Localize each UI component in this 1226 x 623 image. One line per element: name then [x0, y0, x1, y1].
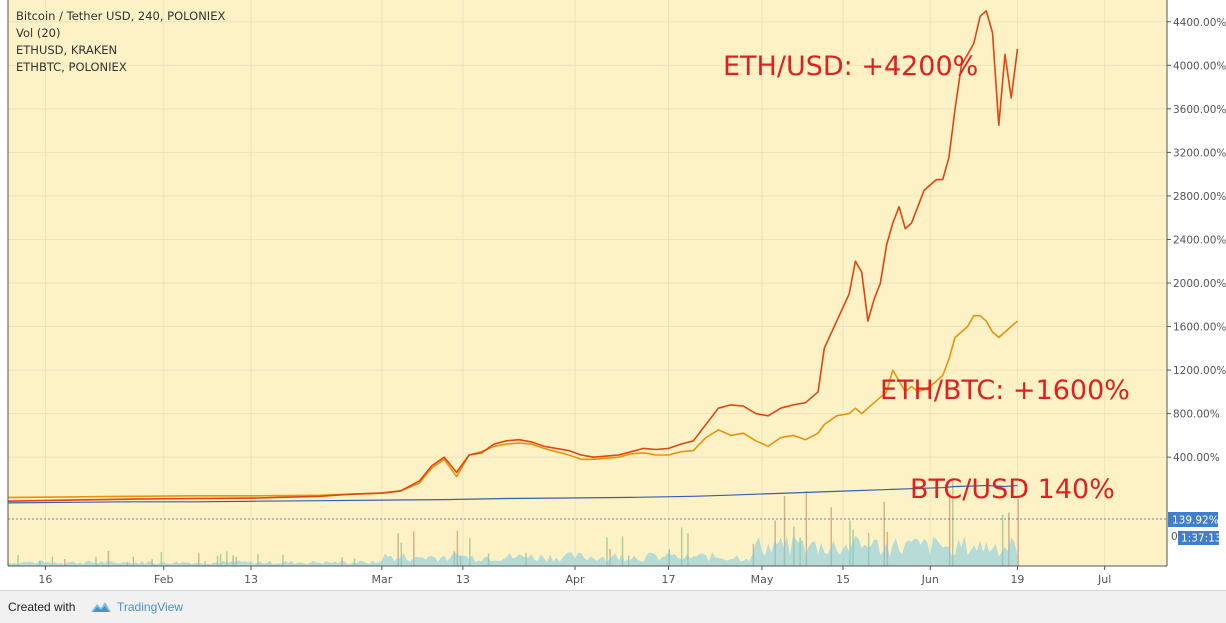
y-tick-label: 2400.00%: [1173, 234, 1226, 246]
volume-bar: [160, 551, 163, 566]
x-tick-label: Jun: [921, 573, 939, 586]
volume-bar: [413, 531, 415, 566]
y-axis-ticks: 400.00% 800.00% 1200.00% 1600.00% 2000.00% 24…: [1167, 17, 1226, 464]
volume-bar: [219, 554, 222, 566]
x-tick-label: 13: [456, 573, 470, 586]
volume-bar: [1001, 514, 1004, 566]
volume-bar: [948, 495, 951, 566]
volume-bar: [609, 548, 611, 566]
volume-bar: [257, 554, 259, 566]
y-tick-label: 4000.00%: [1173, 60, 1226, 72]
volume-bar: [830, 507, 833, 566]
y-tick-label: 1200.00%: [1173, 365, 1226, 377]
volume-bar: [783, 496, 786, 566]
volume-bar: [17, 554, 19, 566]
volume-bar: [282, 554, 284, 566]
price-badge: [1168, 512, 1218, 527]
volume-bar: [805, 490, 808, 566]
volume-bar: [397, 533, 399, 566]
volume-bar: [232, 555, 234, 566]
y-tick-label: 3200.00%: [1173, 147, 1226, 159]
volume-bar: [1008, 512, 1010, 566]
volume-bar: [107, 550, 110, 566]
timer-badge: [1178, 531, 1219, 545]
y-tick-label: 400.00%: [1173, 452, 1220, 464]
volume-bar: [226, 551, 228, 566]
volume-bar: [687, 533, 689, 566]
tradingview-cloud-icon[interactable]: [89, 600, 113, 619]
volume-bar: [606, 537, 608, 566]
volume-bar: [198, 553, 200, 566]
x-tick-label: Mar: [371, 573, 392, 586]
volume-histogram: [8, 479, 1019, 566]
x-tick-label: Feb: [154, 573, 173, 586]
legend-volume[interactable]: Vol (20): [16, 26, 61, 40]
volume-bar: [64, 559, 66, 566]
price-badge-label: 139.92%: [1172, 515, 1219, 527]
x-tick-label: 19: [1010, 573, 1024, 586]
x-tick-label: 17: [662, 573, 676, 586]
volume-bar: [132, 556, 135, 566]
grid-lines: [8, 0, 1167, 566]
zero-label: 0: [1171, 531, 1178, 543]
series-line-1: [7, 314, 1019, 499]
series-line-2: [7, 484, 1018, 504]
volume-bar: [216, 555, 219, 566]
x-tick-label: Apr: [566, 573, 586, 586]
series-lines: [7, 10, 1019, 504]
y-tick-label: 2000.00%: [1173, 278, 1226, 290]
volume-bar: [1017, 499, 1019, 566]
volume-bar: [849, 520, 851, 566]
x-tick-label: May: [751, 573, 774, 586]
volume-bar: [95, 556, 97, 566]
legend-ethusd[interactable]: ETHUSD, KRAKEN: [16, 43, 118, 57]
volume-bar: [469, 538, 471, 566]
btc-usd-annotation: BTC/USD 140%: [910, 474, 1115, 505]
y-tick-label: 2800.00%: [1173, 191, 1226, 203]
volume-bar: [204, 561, 206, 566]
chart-legend: Bitcoin / Tether USD, 240, POLONIEX Vol …: [16, 8, 225, 76]
volume-bar: [680, 527, 683, 566]
x-tick-label: 15: [836, 573, 850, 586]
y-tick-label: 3600.00%: [1173, 104, 1226, 116]
chart-frame: 400.00% 800.00% 1200.00% 1600.00% 2000.00% 24…: [0, 0, 1226, 590]
volume-bar: [456, 530, 459, 566]
x-tick-label: Jul: [1097, 573, 1111, 586]
series-line-0: [7, 10, 1019, 502]
volume-bar: [621, 536, 624, 566]
legend-ethbtc[interactable]: ETHBTC, POLONIEX: [16, 60, 127, 74]
x-axis-ticks: 16 Feb 13 Mar 13 Apr 17 May 15 Jun 19 Jul: [38, 566, 1111, 586]
timer-badge-label: 1:37:13: [1181, 533, 1221, 545]
volume-bar: [883, 501, 885, 566]
right-axis-panel: [1168, 0, 1226, 566]
volume-bar: [952, 479, 954, 566]
legend-symbol-title[interactable]: Bitcoin / Tether USD, 240, POLONIEX: [16, 9, 226, 23]
bottom-axis-panel: [8, 567, 1167, 590]
volume-bar: [235, 556, 237, 566]
volume-area: [8, 535, 1018, 566]
y-tick-label: 1600.00%: [1173, 322, 1226, 334]
chart-plot[interactable]: 400.00% 800.00% 1200.00% 1600.00% 2000.00% 24…: [0, 0, 1226, 590]
eth-usd-annotation: ETH/USD: +4200%: [723, 51, 978, 82]
y-tick-label: 800.00%: [1173, 409, 1220, 421]
x-tick-label: 13: [244, 573, 258, 586]
footer-bar: Created with TradingView: [0, 590, 1226, 623]
x-tick-label: 16: [38, 573, 52, 586]
y-tick-label: 4400.00%: [1173, 17, 1226, 29]
tradingview-link[interactable]: TradingView: [117, 600, 184, 614]
volume-bar: [400, 542, 403, 566]
created-with-label: Created with: [8, 600, 76, 614]
volume-bar: [51, 556, 54, 566]
eth-btc-annotation: ETH/BTC: +1600%: [880, 375, 1130, 406]
